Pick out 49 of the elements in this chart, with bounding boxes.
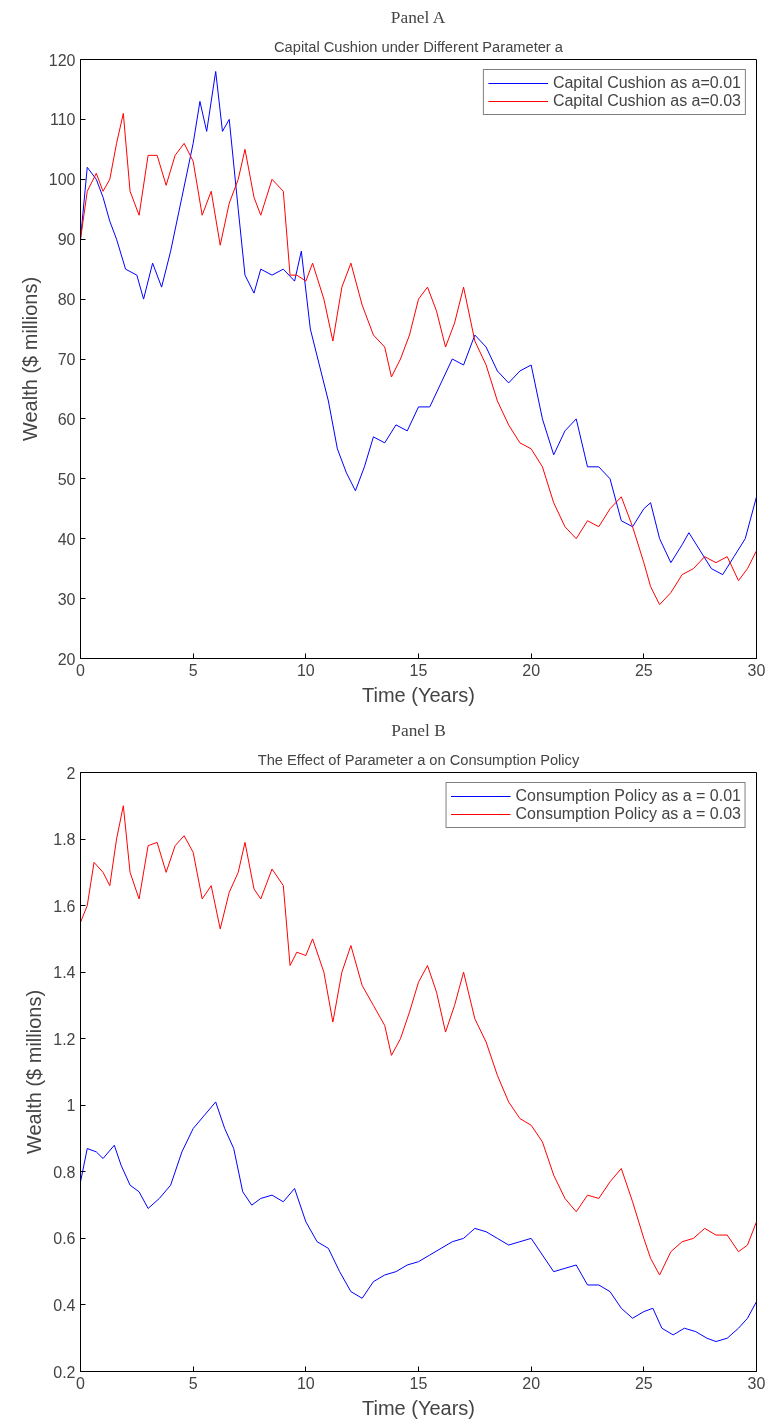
x-tick-label: 10	[296, 1374, 315, 1392]
y-tick-label: 0.8	[53, 1163, 76, 1181]
x-tick-label: 20	[522, 661, 541, 679]
x-tick-label: 30	[747, 661, 766, 679]
y-axis-title: Wealth ($ millions)	[23, 989, 46, 1155]
y-tick-label: 60	[57, 410, 76, 428]
line-series	[80, 1101, 757, 1343]
y-tick-label: 1.2	[53, 1030, 76, 1048]
x-tick-label: 25	[634, 1374, 653, 1392]
y-tick-label: 30	[57, 590, 76, 608]
y-tick-label: 80	[57, 291, 76, 309]
x-tick-label: 0	[76, 1374, 86, 1392]
x-tick-label: 5	[188, 661, 198, 679]
x-tick-label: 15	[409, 661, 428, 679]
y-tick-label: 0.2	[53, 1363, 76, 1381]
x-tick-label: 25	[634, 661, 653, 679]
y-tick-label: 120	[48, 51, 76, 69]
y-axis-title: Wealth ($ millions)	[18, 276, 41, 442]
y-tick-label: 100	[48, 171, 76, 189]
legend-label: Consumption Policy as a = 0.03	[515, 805, 741, 823]
x-tick-label: 15	[409, 1374, 428, 1392]
x-tick-label: 0	[76, 661, 86, 679]
y-tick-label: 1.8	[53, 831, 76, 849]
y-tick-label: 1	[66, 1097, 76, 1115]
chart-subtitle: Capital Cushion under Different Parameter a	[274, 38, 564, 55]
y-tick-label: 0.4	[53, 1296, 76, 1314]
y-tick-label: 2	[66, 764, 76, 782]
legend-label: Capital Cushion as a=0.01	[552, 74, 741, 92]
y-tick-label: 1.6	[53, 897, 76, 915]
x-tick-label: 5	[188, 1374, 198, 1392]
y-tick-label: 0.6	[53, 1230, 76, 1248]
chart-title: Panel B	[391, 720, 446, 740]
legend-label: Capital Cushion as a=0.03	[552, 92, 741, 110]
legend-label: Consumption Policy as a = 0.01	[515, 787, 741, 805]
x-tick-label: 30	[747, 1374, 766, 1392]
y-tick-label: 1.4	[53, 964, 76, 982]
y-tick-label: 90	[57, 231, 76, 249]
chart-title: Panel A	[390, 7, 446, 27]
x-tick-label: 20	[522, 1374, 541, 1392]
x-axis-title: Time (Years)	[362, 683, 476, 706]
y-tick-label: 40	[57, 530, 76, 548]
y-tick-label: 70	[57, 351, 76, 368]
x-tick-label: 10	[296, 661, 315, 679]
y-tick-label: 20	[57, 650, 76, 668]
y-tick-label: 110	[49, 111, 76, 129]
chart-subtitle: The Effect of Parameter a on Consumption Policy	[257, 751, 580, 768]
line-series	[80, 805, 757, 1276]
y-tick-label: 50	[57, 470, 76, 488]
x-axis-title: Time (Years)	[362, 1396, 476, 1419]
